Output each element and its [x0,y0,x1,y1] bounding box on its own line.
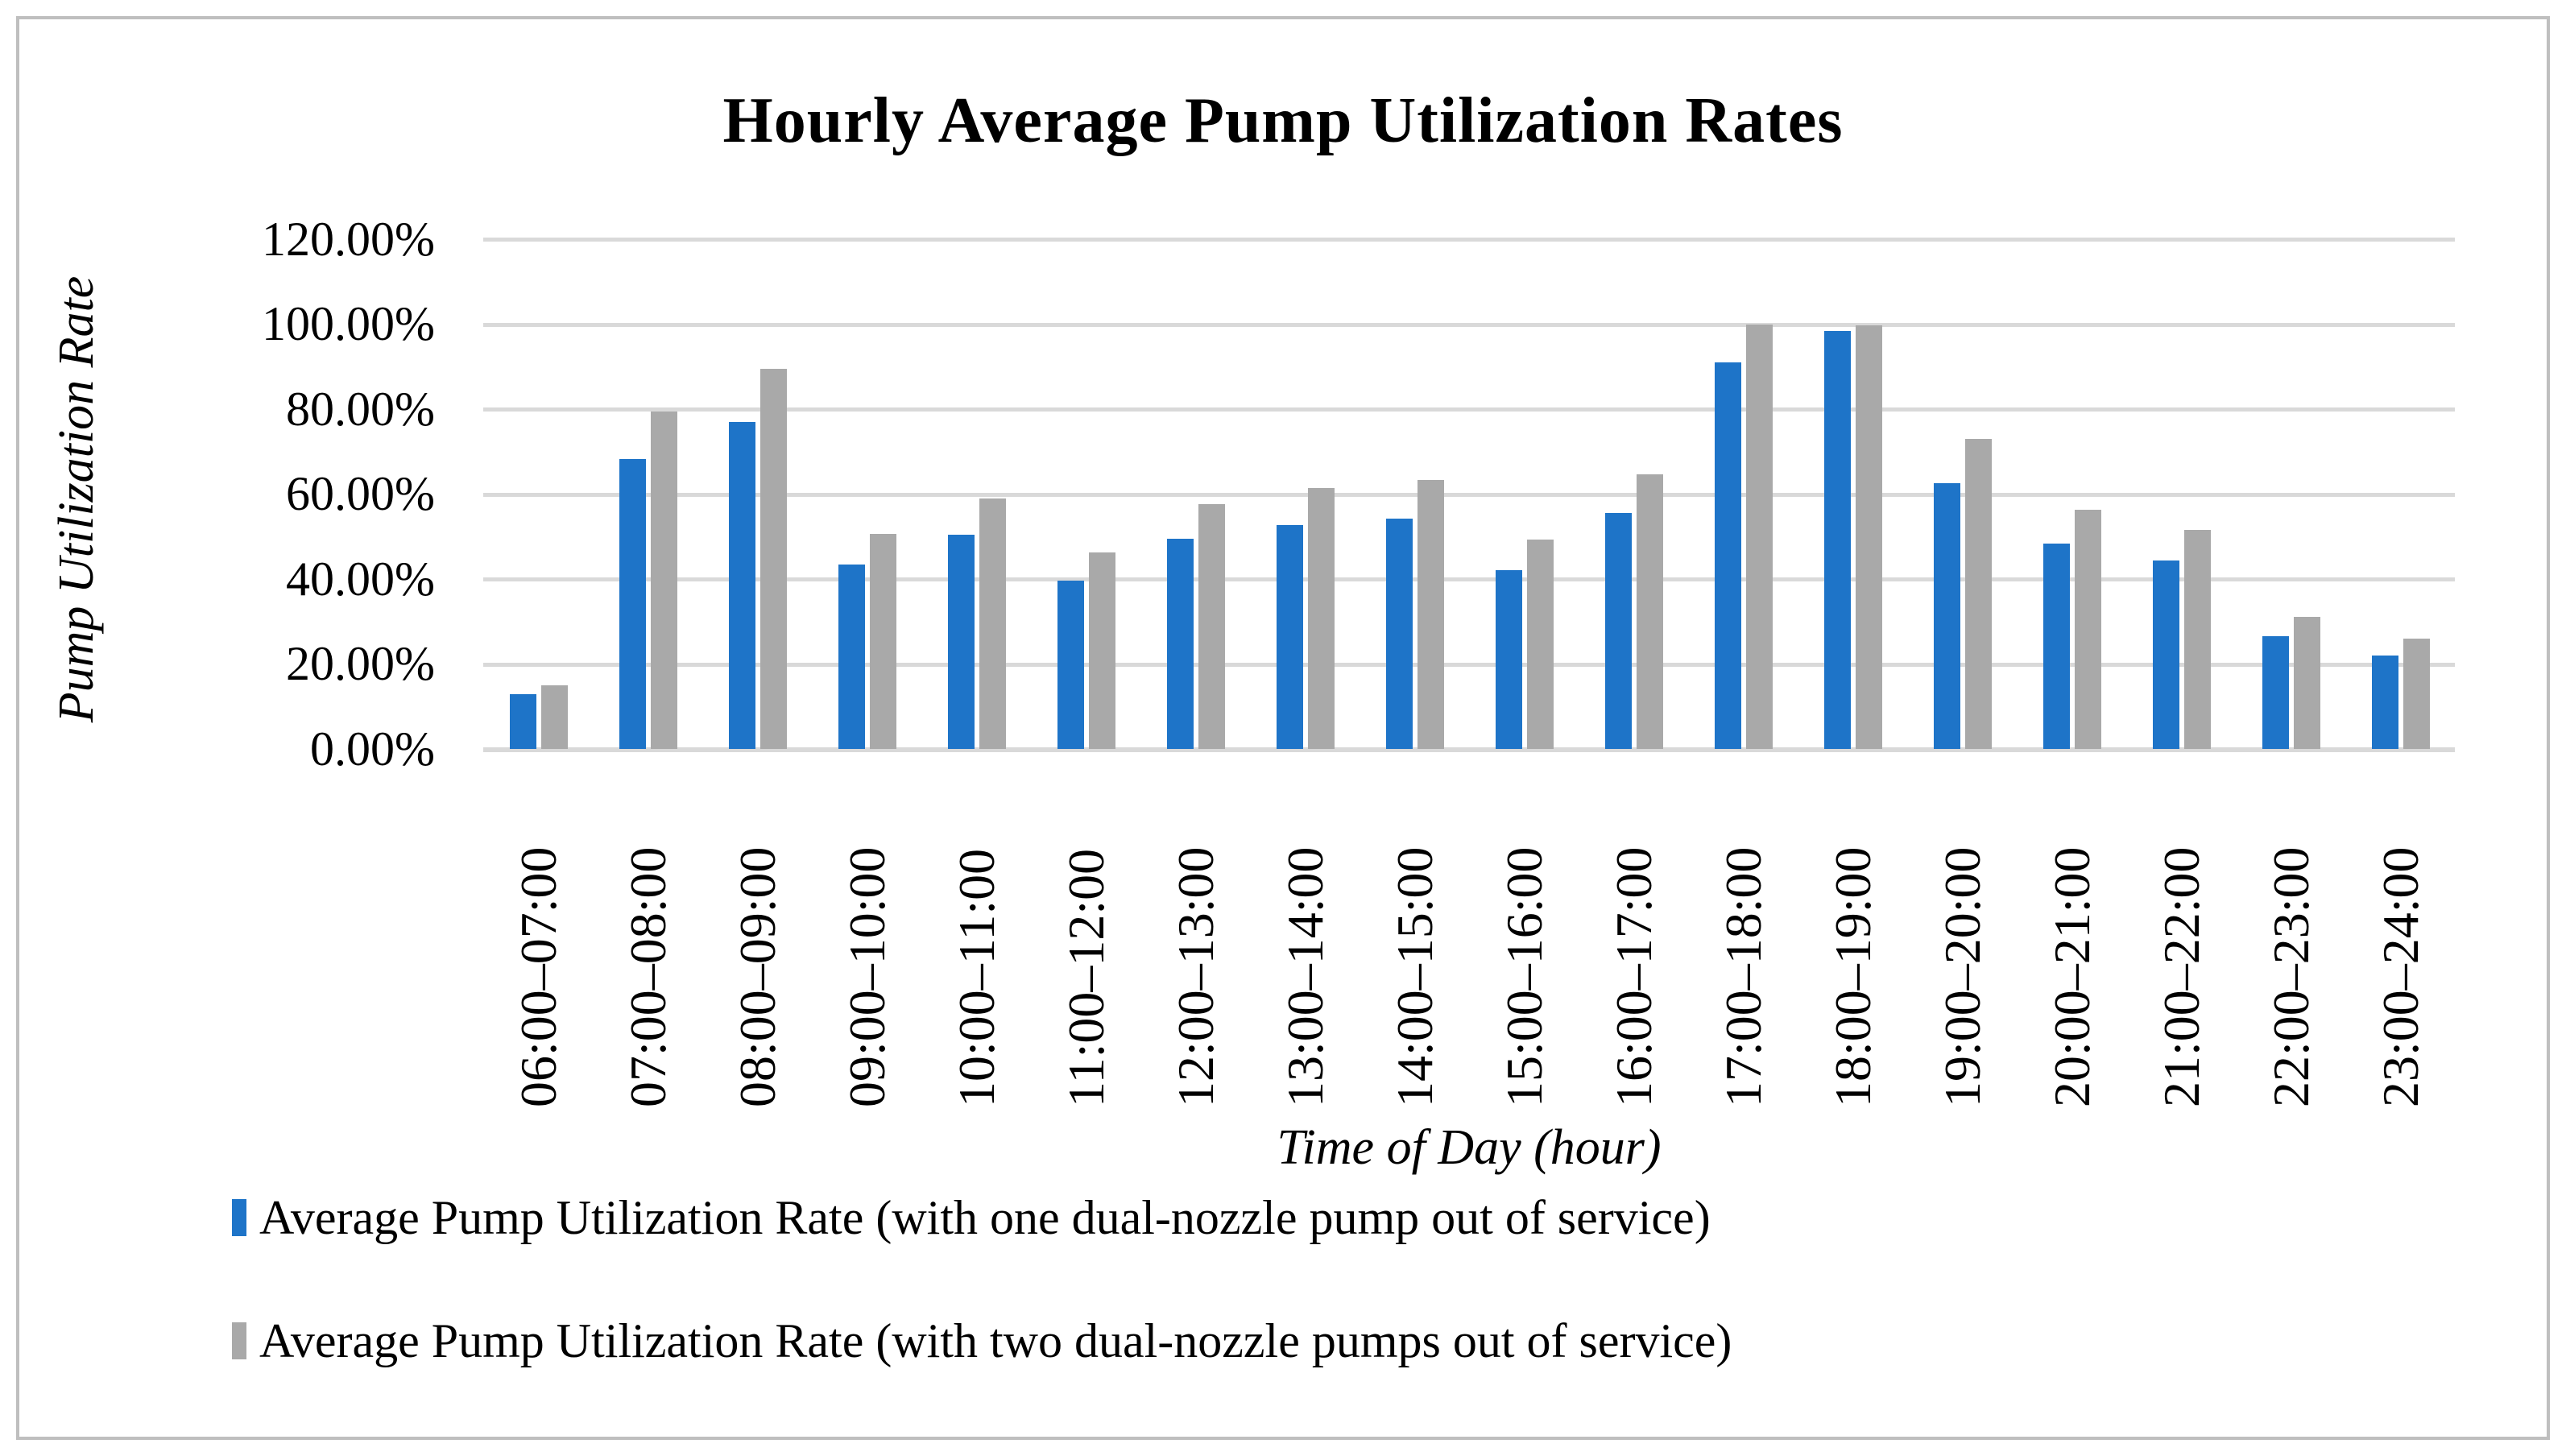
y-tick-label-80pct: 80.00% [286,382,435,436]
y-tick-label-0pct: 0.00% [310,722,435,776]
bar-series1-15:00–16:00 [1496,569,1522,749]
legend-swatch-gray [232,1322,246,1359]
x-tick-label-14:00–15:00: 14:00–15:00 [1386,846,1443,1107]
bar-series2-16:00–17:00 [1637,474,1663,749]
x-tick-label-21:00–22:00: 21:00–22:00 [2153,846,2210,1107]
legend-item-two-pumps-out: Average Pump Utilization Rate (with two … [232,1314,1732,1367]
bar-series2-17:00–18:00 [1746,324,1773,749]
gridline-80pct [483,407,2455,412]
bar-series1-23:00–24:00 [2372,656,2398,749]
bar-series2-06:00–07:00 [541,685,568,749]
x-tick-label-19:00–20:00: 19:00–20:00 [1934,846,1991,1107]
bar-series1-13:00–14:00 [1277,525,1303,749]
gridline-20pct [483,662,2455,667]
x-axis-line [483,747,2455,752]
x-tick-label-07:00–08:00: 07:00–08:00 [619,846,677,1107]
bar-series1-09:00–10:00 [838,565,865,749]
bar-series1-10:00–11:00 [948,535,975,749]
bar-series2-21:00–22:00 [2184,529,2211,749]
bar-series2-12:00–13:00 [1198,504,1225,749]
bar-series2-11:00–12:00 [1089,552,1115,749]
x-axis-title: Time of Day (hour) [1277,1119,1662,1175]
x-tick-label-12:00–13:00: 12:00–13:00 [1167,846,1224,1107]
bar-series2-08:00–09:00 [760,368,787,749]
bar-series1-22:00–23:00 [2262,635,2289,749]
gridline-40pct [483,577,2455,581]
bar-series1-18:00–19:00 [1824,330,1851,749]
bar-series1-16:00–17:00 [1605,513,1632,749]
x-tick-label-18:00–19:00: 18:00–19:00 [1824,846,1881,1107]
x-tick-label-15:00–16:00: 15:00–16:00 [1496,846,1553,1107]
x-tick-label-09:00–10:00: 09:00–10:00 [838,846,896,1107]
bar-series2-22:00–23:00 [2294,617,2320,749]
legend-item-one-pump-out: Average Pump Utilization Rate (with one … [232,1191,1711,1244]
legend-swatch-blue [232,1199,246,1236]
x-tick-label-06:00–07:00: 06:00–07:00 [510,846,567,1107]
bar-series1-21:00–22:00 [2153,560,2179,749]
y-tick-label-40pct: 40.00% [286,552,435,606]
y-tick-label-120pct: 120.00% [262,212,435,266]
bar-series2-10:00–11:00 [979,498,1006,749]
x-tick-label-20:00–21:00: 20:00–21:00 [2043,846,2100,1107]
bar-series2-19:00–20:00 [1965,438,1992,749]
x-tick-label-23:00–24:00: 23:00–24:00 [2372,846,2429,1107]
x-tick-label-08:00–09:00: 08:00–09:00 [729,846,786,1107]
bar-series2-07:00–08:00 [651,411,677,749]
gridline-100pct [483,322,2455,327]
bar-series1-11:00–12:00 [1057,581,1084,749]
bar-series1-20:00–21:00 [2043,544,2070,749]
x-tick-label-10:00–11:00: 10:00–11:00 [948,848,1005,1107]
plot-area [483,238,2455,752]
bar-series1-12:00–13:00 [1167,539,1194,749]
bar-series2-15:00–16:00 [1527,540,1554,749]
x-tick-label-17:00–18:00: 17:00–18:00 [1715,846,1772,1107]
bar-series1-17:00–18:00 [1715,362,1741,749]
bar-series2-18:00–19:00 [1856,325,1882,749]
bar-series2-20:00–21:00 [2075,509,2101,749]
bar-series1-06:00–07:00 [510,694,536,749]
x-tick-label-13:00–14:00: 13:00–14:00 [1277,846,1334,1107]
legend-label: Average Pump Utilization Rate (with two … [259,1313,1732,1367]
bar-series2-09:00–10:00 [870,534,896,749]
bar-series1-08:00–09:00 [729,421,755,749]
y-tick-label-60pct: 60.00% [286,467,435,520]
y-tick-label-20pct: 20.00% [286,637,435,690]
bar-series1-19:00–20:00 [1934,482,1960,749]
bar-series2-13:00–14:00 [1308,487,1335,749]
gridline-120pct [483,238,2455,242]
gridline-60pct [483,492,2455,497]
chart-title: Hourly Average Pump Utilization Rates [722,85,1844,156]
x-tick-label-22:00–23:00: 22:00–23:00 [2262,846,2320,1107]
bar-series1-07:00–08:00 [619,459,646,749]
x-tick-label-16:00–17:00: 16:00–17:00 [1605,846,1662,1107]
x-tick-label-11:00–12:00: 11:00–12:00 [1057,848,1115,1107]
bar-series1-14:00–15:00 [1386,519,1413,749]
legend-label: Average Pump Utilization Rate (with one … [259,1190,1711,1244]
bar-series2-23:00–24:00 [2403,639,2430,749]
bar-series2-14:00–15:00 [1418,479,1444,749]
y-tick-label-100pct: 100.00% [262,297,435,350]
y-axis-title: Pump Utilization Rate [48,275,104,723]
